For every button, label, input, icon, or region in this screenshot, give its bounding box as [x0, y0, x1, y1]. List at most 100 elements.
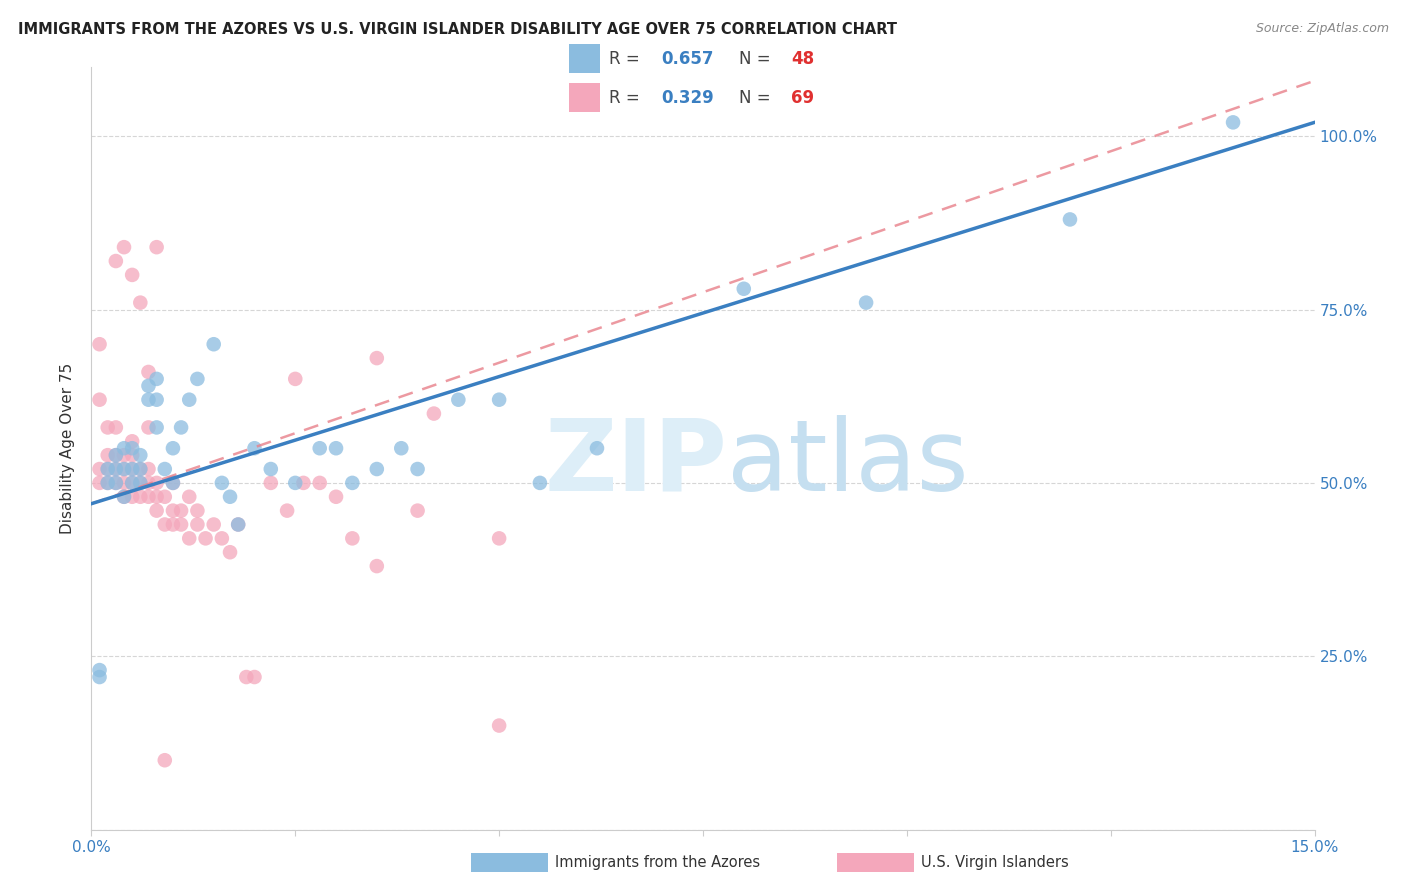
Point [260, 462, 283, 476]
Point [179, 490, 201, 504]
Point [260, 475, 283, 490]
Point [186, 372, 208, 386]
FancyBboxPatch shape [837, 853, 914, 872]
Point [243, 441, 266, 455]
FancyBboxPatch shape [471, 853, 548, 872]
Point [129, 462, 152, 476]
Point [121, 448, 143, 462]
Point [97, 448, 120, 462]
Point [194, 532, 217, 546]
Point [145, 372, 167, 386]
Point [121, 434, 143, 449]
Point [308, 475, 330, 490]
Point [121, 441, 143, 455]
Point [488, 718, 510, 732]
Point [186, 503, 208, 517]
Point [179, 392, 201, 407]
Point [129, 462, 152, 476]
Point [97, 462, 120, 476]
Point [366, 559, 388, 574]
Point [145, 475, 167, 490]
Point [138, 365, 160, 379]
Point [145, 490, 167, 504]
Point [170, 503, 193, 517]
Point [1222, 115, 1244, 129]
Point [235, 670, 257, 684]
Point [406, 503, 429, 517]
Point [112, 475, 135, 490]
Point [389, 441, 412, 455]
Point [138, 475, 160, 490]
Point [202, 517, 225, 532]
Point [308, 441, 330, 455]
Point [112, 462, 135, 476]
Point [488, 532, 510, 546]
Point [112, 448, 135, 462]
Point [162, 503, 184, 517]
Point [89, 462, 111, 476]
Point [162, 475, 184, 490]
Point [529, 475, 551, 490]
Point [153, 753, 176, 767]
Point [129, 475, 152, 490]
Point [97, 475, 120, 490]
Point [162, 441, 184, 455]
Point [284, 372, 307, 386]
Point [325, 441, 347, 455]
Point [423, 407, 446, 421]
Text: Immigrants from the Azores: Immigrants from the Azores [555, 855, 761, 870]
Point [243, 670, 266, 684]
Point [145, 240, 167, 254]
Point [162, 517, 184, 532]
Point [138, 379, 160, 393]
Point [97, 420, 120, 434]
Text: Source: ZipAtlas.com: Source: ZipAtlas.com [1256, 22, 1389, 36]
Point [170, 420, 193, 434]
Point [89, 663, 111, 677]
Point [179, 532, 201, 546]
Point [211, 532, 233, 546]
FancyBboxPatch shape [568, 44, 599, 73]
Point [226, 517, 249, 532]
Point [219, 490, 242, 504]
Point [138, 462, 160, 476]
Point [129, 295, 152, 310]
Text: 69: 69 [792, 88, 814, 106]
Point [121, 462, 143, 476]
Point [121, 462, 143, 476]
Point [112, 240, 135, 254]
Point [276, 503, 298, 517]
Point [586, 441, 609, 455]
Point [488, 392, 510, 407]
Text: N =: N = [738, 88, 776, 106]
FancyBboxPatch shape [568, 83, 599, 112]
Point [104, 462, 127, 476]
Point [97, 475, 120, 490]
Point [112, 441, 135, 455]
Point [211, 475, 233, 490]
Point [121, 475, 143, 490]
Point [153, 462, 176, 476]
Point [186, 517, 208, 532]
Point [121, 490, 143, 504]
Point [153, 490, 176, 504]
Point [138, 392, 160, 407]
Text: U.S. Virgin Islanders: U.S. Virgin Islanders [921, 855, 1069, 870]
Point [292, 475, 315, 490]
Point [145, 420, 167, 434]
Point [121, 268, 143, 282]
Point [325, 490, 347, 504]
Point [202, 337, 225, 351]
Point [89, 670, 111, 684]
Point [104, 448, 127, 462]
Point [129, 490, 152, 504]
Point [170, 517, 193, 532]
Point [145, 392, 167, 407]
Point [162, 475, 184, 490]
Text: R =: R = [609, 88, 645, 106]
Point [145, 503, 167, 517]
Text: atlas: atlas [727, 415, 969, 512]
Point [129, 448, 152, 462]
Point [112, 490, 135, 504]
Point [226, 517, 249, 532]
